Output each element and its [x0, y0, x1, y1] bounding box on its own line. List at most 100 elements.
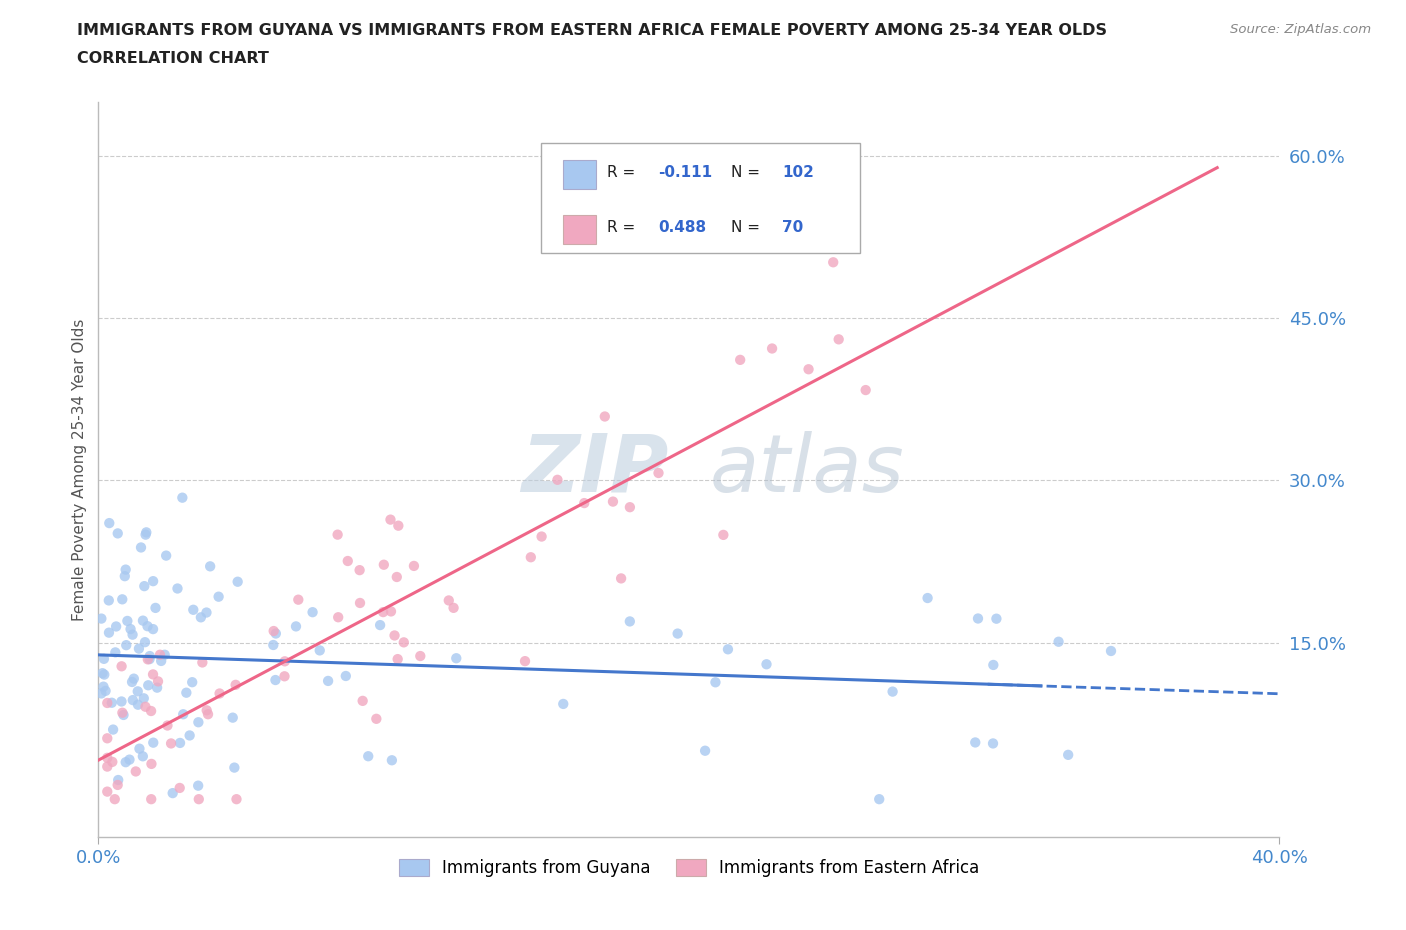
Point — [93, 651, 115, 666]
Point — [965, 735, 987, 750]
Point — [134, 578, 156, 593]
Point — [114, 569, 136, 584]
Point — [402, 559, 425, 574]
Point — [142, 621, 165, 636]
Point — [593, 409, 616, 424]
Point — [142, 736, 165, 751]
Point — [316, 673, 339, 688]
Point — [392, 635, 415, 650]
Point — [711, 527, 734, 542]
Point — [136, 618, 159, 633]
Point — [136, 652, 159, 667]
Point — [122, 671, 145, 686]
Point — [797, 362, 820, 377]
Point — [101, 754, 124, 769]
Point — [110, 658, 132, 673]
Text: R =: R = — [607, 219, 641, 234]
Point — [160, 736, 183, 751]
Point — [728, 352, 751, 367]
Point — [602, 494, 624, 509]
Point — [121, 693, 143, 708]
Point — [169, 780, 191, 795]
Point — [574, 496, 596, 511]
Point — [101, 722, 124, 737]
Text: R =: R = — [607, 165, 641, 179]
Point — [127, 698, 149, 712]
Point — [207, 590, 229, 604]
Point — [179, 728, 201, 743]
Point — [717, 642, 740, 657]
Point — [98, 515, 121, 530]
Point — [437, 593, 460, 608]
Point — [443, 601, 465, 616]
Point — [136, 678, 159, 693]
Point — [761, 341, 783, 356]
Point — [111, 705, 134, 720]
Point — [141, 791, 163, 806]
Point — [128, 641, 150, 656]
Text: 0.488: 0.488 — [658, 219, 706, 234]
Point — [135, 527, 157, 542]
Point — [115, 638, 138, 653]
Point — [373, 604, 395, 619]
Point — [387, 652, 409, 667]
Text: IMMIGRANTS FROM GUYANA VS IMMIGRANTS FROM EASTERN AFRICA FEMALE POVERTY AMONG 25: IMMIGRANTS FROM GUYANA VS IMMIGRANTS FRO… — [77, 23, 1108, 38]
Point — [90, 686, 112, 701]
FancyBboxPatch shape — [541, 142, 860, 253]
Point — [336, 553, 359, 568]
Point — [94, 684, 117, 698]
Point — [107, 773, 129, 788]
Point — [105, 619, 128, 634]
Point — [262, 638, 284, 653]
Point — [96, 784, 118, 799]
Point — [197, 707, 219, 722]
Point — [146, 674, 169, 689]
Point — [381, 752, 404, 767]
Text: N =: N = — [731, 219, 765, 234]
Y-axis label: Female Poverty Among 25-34 Year Olds: Female Poverty Among 25-34 Year Olds — [72, 318, 87, 621]
Point — [917, 591, 939, 605]
Point — [195, 703, 218, 718]
Point — [357, 749, 380, 764]
Point — [181, 675, 204, 690]
Point — [368, 618, 391, 632]
Point — [226, 575, 249, 590]
Point — [380, 512, 402, 527]
Point — [96, 751, 118, 765]
Point — [169, 736, 191, 751]
Point — [385, 569, 408, 584]
Text: N =: N = — [731, 165, 765, 179]
Point — [172, 707, 194, 722]
Point — [264, 626, 287, 641]
Point — [145, 601, 167, 616]
Point — [328, 610, 350, 625]
Point — [349, 595, 371, 610]
FancyBboxPatch shape — [562, 160, 596, 189]
Point — [134, 635, 156, 650]
Point — [156, 718, 179, 733]
Point — [181, 603, 204, 618]
Text: CORRELATION CHART: CORRELATION CHART — [77, 51, 269, 66]
Point — [352, 694, 374, 709]
Text: ZIP: ZIP — [520, 431, 668, 509]
Point — [142, 667, 165, 682]
Point — [191, 655, 214, 670]
Point — [222, 711, 245, 725]
Point — [647, 466, 669, 481]
FancyBboxPatch shape — [562, 215, 596, 244]
Point — [91, 666, 114, 681]
Point — [114, 562, 136, 577]
Point — [125, 764, 148, 779]
Text: atlas: atlas — [710, 431, 904, 509]
Point — [128, 741, 150, 756]
Point — [198, 559, 221, 574]
Point — [967, 611, 990, 626]
Point — [139, 704, 162, 719]
Point — [520, 550, 543, 565]
Point — [855, 382, 877, 397]
Point — [513, 654, 536, 669]
Point — [110, 694, 132, 709]
Point — [107, 777, 129, 792]
Point — [132, 613, 155, 628]
Text: 70: 70 — [782, 219, 803, 234]
